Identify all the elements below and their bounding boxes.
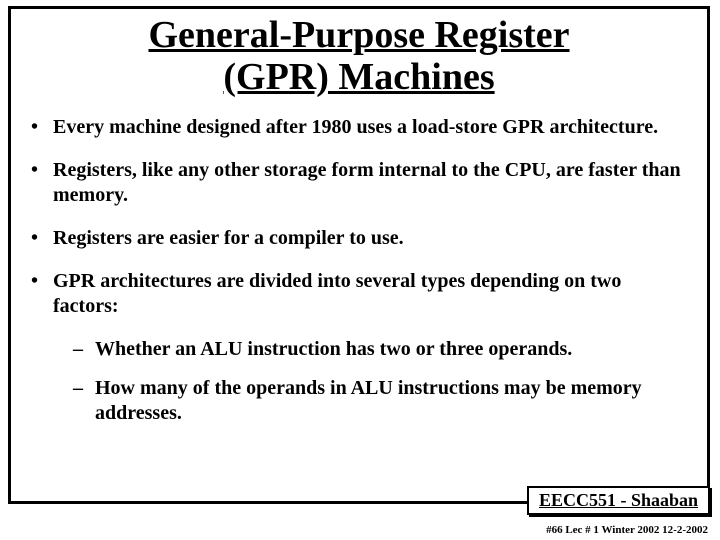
bullet-marker: • — [29, 158, 53, 208]
sub-bullet-text: How many of the operands in ALU instruct… — [95, 376, 689, 426]
bullet-marker: • — [29, 269, 53, 319]
sub-bullet-item: – How many of the operands in ALU instru… — [73, 376, 689, 426]
bullet-item: • Registers, like any other storage form… — [29, 158, 689, 208]
title-line-1: General-Purpose Register — [148, 14, 569, 56]
bullet-item: • GPR architectures are divided into sev… — [29, 269, 689, 319]
bullet-text: GPR architectures are divided into sever… — [53, 269, 689, 319]
course-label-box: EECC551 - Shaaban — [527, 486, 710, 515]
bullet-list: • Every machine designed after 1980 uses… — [11, 103, 707, 426]
slide-title: General-Purpose Register (GPR) Machines — [11, 9, 707, 103]
bullet-text: Registers are easier for a compiler to u… — [53, 226, 689, 251]
bullet-item: • Registers are easier for a compiler to… — [29, 226, 689, 251]
slide-frame: General-Purpose Register (GPR) Machines … — [8, 6, 710, 504]
slide-footer: #66 Lec # 1 Winter 2002 12-2-2002 — [546, 524, 708, 536]
bullet-text: Every machine designed after 1980 uses a… — [53, 115, 689, 140]
title-line-2: (GPR) Machines — [223, 56, 494, 98]
sub-bullet-text: Whether an ALU instruction has two or th… — [95, 337, 689, 362]
sub-bullet-marker: – — [73, 376, 95, 426]
sub-bullet-list: – Whether an ALU instruction has two or … — [29, 337, 689, 426]
sub-bullet-item: – Whether an ALU instruction has two or … — [73, 337, 689, 362]
bullet-text: Registers, like any other storage form i… — [53, 158, 689, 208]
course-label: EECC551 - Shaaban — [539, 490, 698, 510]
sub-bullet-marker: – — [73, 337, 95, 362]
bullet-marker: • — [29, 226, 53, 251]
bullet-marker: • — [29, 115, 53, 140]
bullet-item: • Every machine designed after 1980 uses… — [29, 115, 689, 140]
